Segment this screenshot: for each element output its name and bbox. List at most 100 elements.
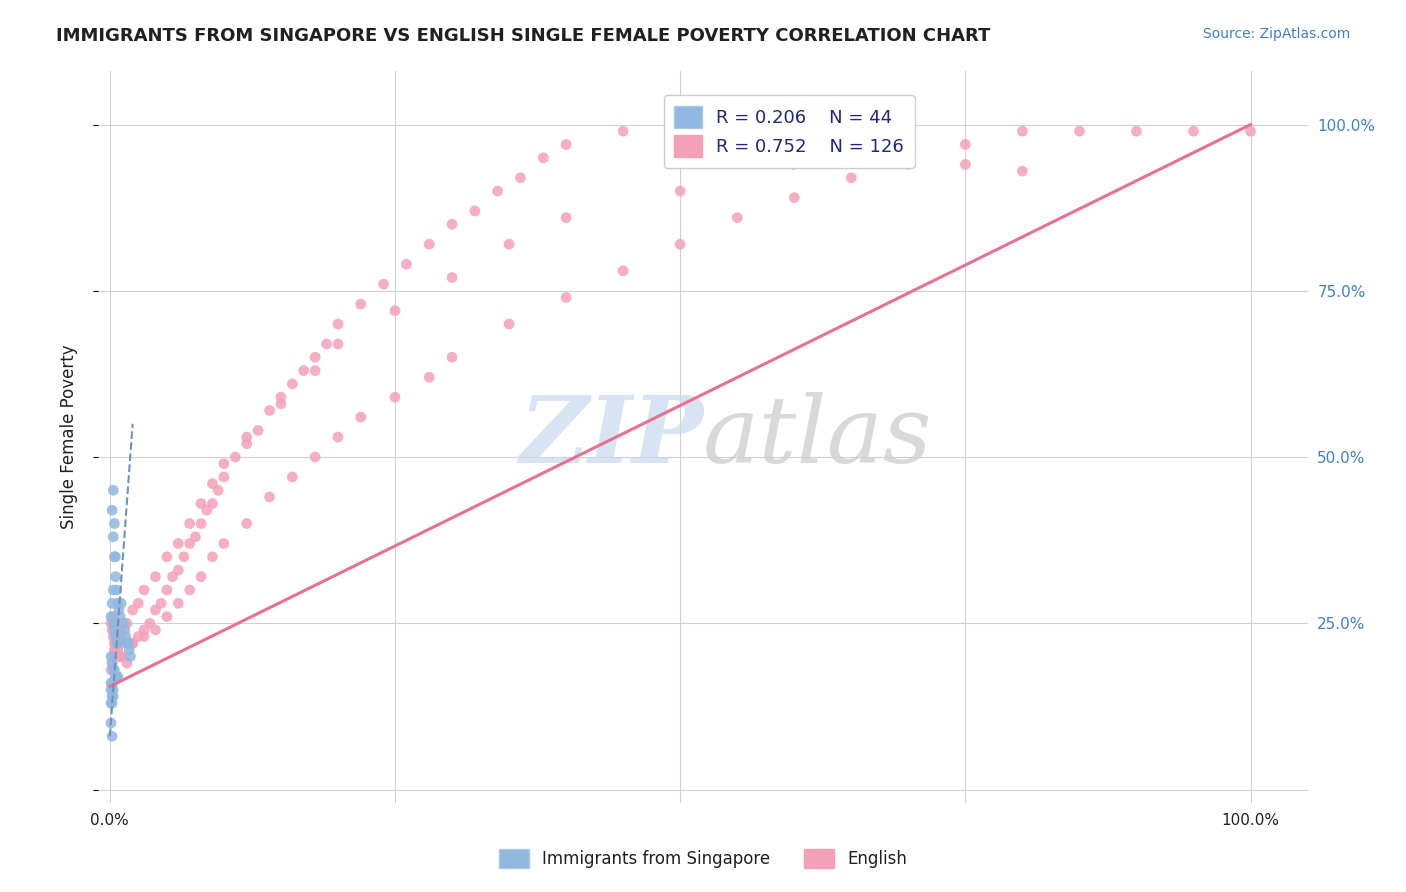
Point bbox=[725, 131, 748, 145]
Point bbox=[121, 603, 143, 617]
Point bbox=[531, 151, 554, 165]
Point bbox=[167, 563, 190, 577]
Point bbox=[108, 630, 131, 644]
Text: ZIP: ZIP bbox=[519, 392, 703, 482]
Text: atlas: atlas bbox=[703, 392, 932, 482]
Point bbox=[112, 616, 135, 631]
Point bbox=[105, 643, 128, 657]
Point bbox=[259, 403, 281, 417]
Point bbox=[304, 450, 326, 464]
Point bbox=[839, 170, 862, 185]
Legend: R = 0.206    N = 44, R = 0.752    N = 126: R = 0.206 N = 44, R = 0.752 N = 126 bbox=[664, 95, 915, 168]
Point bbox=[669, 118, 692, 132]
Point bbox=[100, 663, 122, 677]
Point bbox=[1239, 124, 1261, 138]
Point bbox=[725, 211, 748, 225]
Point bbox=[612, 264, 634, 278]
Point bbox=[110, 636, 132, 650]
Point bbox=[101, 729, 124, 743]
Point bbox=[224, 450, 246, 464]
Point bbox=[101, 656, 124, 670]
Point bbox=[108, 630, 131, 644]
Point bbox=[105, 636, 128, 650]
Point bbox=[235, 430, 257, 444]
Point bbox=[207, 483, 229, 498]
Point bbox=[110, 623, 132, 637]
Point bbox=[132, 582, 155, 597]
Point bbox=[326, 337, 349, 351]
Point bbox=[103, 549, 125, 564]
Point bbox=[103, 643, 125, 657]
Point bbox=[145, 603, 167, 617]
Point bbox=[108, 630, 131, 644]
Point bbox=[669, 237, 692, 252]
Point bbox=[103, 616, 125, 631]
Point bbox=[259, 490, 281, 504]
Point bbox=[107, 596, 129, 610]
Point bbox=[498, 237, 520, 252]
Point bbox=[270, 397, 292, 411]
Point bbox=[101, 623, 124, 637]
Point bbox=[132, 623, 155, 637]
Point bbox=[103, 616, 125, 631]
Point bbox=[103, 516, 125, 531]
Point bbox=[103, 690, 125, 704]
Point bbox=[103, 663, 125, 677]
Point bbox=[107, 636, 129, 650]
Point bbox=[486, 184, 509, 198]
Point bbox=[167, 536, 190, 550]
Point bbox=[139, 616, 162, 631]
Point bbox=[350, 297, 373, 311]
Point bbox=[145, 570, 167, 584]
Point bbox=[1125, 124, 1147, 138]
Point bbox=[184, 530, 207, 544]
Point bbox=[121, 636, 143, 650]
Point bbox=[247, 424, 270, 438]
Point bbox=[195, 503, 218, 517]
Point bbox=[326, 317, 349, 331]
Point bbox=[418, 237, 440, 252]
Point bbox=[326, 430, 349, 444]
Point bbox=[145, 623, 167, 637]
Point bbox=[281, 376, 304, 391]
Point bbox=[384, 303, 406, 318]
Point bbox=[1069, 124, 1091, 138]
Point bbox=[117, 636, 139, 650]
Point bbox=[120, 649, 142, 664]
Point bbox=[783, 137, 806, 152]
Point bbox=[115, 656, 138, 670]
Point bbox=[100, 609, 122, 624]
Point bbox=[897, 137, 920, 152]
Point bbox=[179, 516, 201, 531]
Point bbox=[100, 682, 122, 697]
Point bbox=[101, 656, 124, 670]
Point bbox=[156, 609, 179, 624]
Point bbox=[103, 636, 125, 650]
Point bbox=[100, 649, 122, 664]
Point bbox=[101, 690, 124, 704]
Point bbox=[104, 570, 127, 584]
Point bbox=[132, 630, 155, 644]
Point bbox=[418, 370, 440, 384]
Point bbox=[110, 649, 132, 664]
Point bbox=[118, 643, 141, 657]
Point bbox=[669, 184, 692, 198]
Point bbox=[103, 582, 125, 597]
Point bbox=[114, 623, 136, 637]
Point bbox=[101, 503, 124, 517]
Point bbox=[110, 596, 132, 610]
Point bbox=[101, 676, 124, 690]
Point bbox=[103, 623, 125, 637]
Point bbox=[173, 549, 195, 564]
Point bbox=[304, 351, 326, 365]
Point bbox=[104, 549, 127, 564]
Point bbox=[292, 363, 315, 377]
Text: Source: ZipAtlas.com: Source: ZipAtlas.com bbox=[1202, 27, 1350, 41]
Point bbox=[384, 390, 406, 404]
Point bbox=[121, 636, 143, 650]
Point bbox=[270, 390, 292, 404]
Point bbox=[190, 497, 212, 511]
Text: IMMIGRANTS FROM SINGAPORE VS ENGLISH SINGLE FEMALE POVERTY CORRELATION CHART: IMMIGRANTS FROM SINGAPORE VS ENGLISH SIN… bbox=[56, 27, 991, 45]
Point bbox=[115, 636, 138, 650]
Point bbox=[212, 536, 235, 550]
